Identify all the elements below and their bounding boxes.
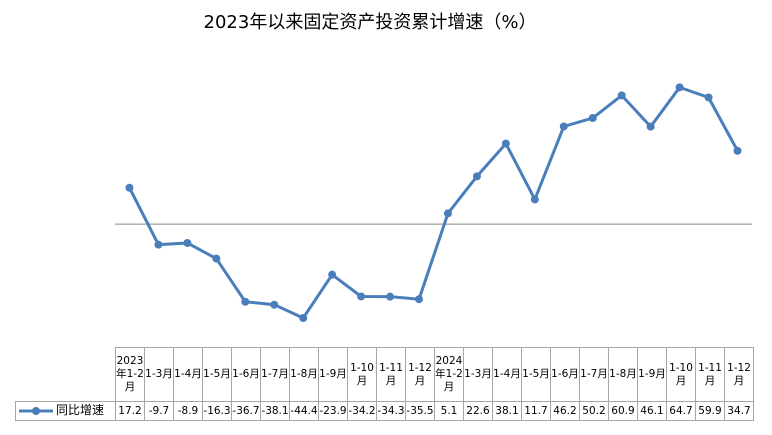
point (443, 209, 452, 218)
point (125, 183, 134, 192)
point (212, 254, 221, 263)
chart: 2023年以来固定资产投资累计增速（%） (115, 12, 752, 323)
category-label: 1-6月 (550, 347, 580, 402)
value-label: 38.1 (492, 401, 522, 421)
point (530, 195, 539, 204)
value-label: 46.2 (550, 401, 580, 421)
chart-title: 2023年以来固定资产投资累计增速（%） (204, 12, 537, 33)
category-label: 1-9月 (318, 347, 348, 402)
point (617, 91, 626, 100)
point (183, 238, 192, 247)
category-label: 1-10月 (347, 347, 377, 402)
value-label: -16.3 (202, 401, 232, 421)
point (646, 122, 655, 131)
value-label: -35.5 (405, 401, 435, 421)
point (733, 146, 742, 155)
category-label: 2024年1-2月 (434, 347, 464, 402)
point (270, 300, 279, 309)
point (472, 172, 481, 181)
value-label: -23.9 (318, 401, 348, 421)
category-label: 1-5月 (521, 347, 551, 402)
series-line (128, 85, 739, 320)
value-label: -34.2 (347, 401, 377, 421)
value-label: 11.7 (521, 401, 551, 421)
point (588, 114, 597, 123)
point (386, 292, 395, 301)
value-label: -8.9 (173, 401, 203, 421)
value-label: 50.2 (579, 401, 609, 421)
data-table: 2023年1-2月 1-3月 1-4月 1-5月 1-6月 1-7月 1-8月 1-9月 1-1… (15, 347, 754, 421)
value-label: 60.9 (608, 401, 638, 421)
category-label: 1-3月 (463, 347, 493, 402)
category-label: 1-5月 (202, 347, 232, 402)
value-label: -9.7 (144, 401, 174, 421)
point (675, 83, 684, 92)
category-label: 1-8月 (608, 347, 638, 402)
value-row: 同比增速 17.2 -9.7 -8.9 -16.3 -36.7 -38.1 -44.4 -23.… (15, 401, 754, 421)
point (357, 292, 366, 301)
point (501, 139, 510, 148)
category-label: 1-3月 (144, 347, 174, 402)
category-label: 1-7月 (260, 347, 290, 402)
value-label: 64.7 (666, 401, 696, 421)
legend: 同比增速 (15, 401, 116, 421)
point (328, 270, 337, 279)
value-label: -34.3 (376, 401, 406, 421)
category-label: 1-8月 (289, 347, 319, 402)
legend-label: 同比增速 (56, 403, 105, 418)
category-label: 1-12月 (405, 347, 435, 402)
value-label: 46.1 (637, 401, 667, 421)
category-label: 1-10月 (666, 347, 696, 402)
point (154, 240, 163, 249)
category-label: 1-7月 (579, 347, 609, 402)
category-label: 1-6月 (231, 347, 261, 402)
value-label: -36.7 (231, 401, 261, 421)
point (415, 295, 424, 304)
value-label: 5.1 (434, 401, 464, 421)
value-label: -44.4 (289, 401, 319, 421)
point (704, 93, 713, 102)
category-label: 1-4月 (492, 347, 522, 402)
category-label: 1-11月 (376, 347, 406, 402)
value-label: 34.7 (724, 401, 754, 421)
value-label: 59.9 (695, 401, 725, 421)
value-label: 22.6 (463, 401, 493, 421)
point (241, 297, 250, 306)
point (559, 122, 568, 131)
category-label: 1-12月 (724, 347, 754, 402)
header-row: 2023年1-2月 1-3月 1-4月 1-5月 1-6月 1-7月 1-8月 1-9月 1-1… (15, 347, 754, 402)
point (299, 314, 308, 323)
value-label: 17.2 (115, 401, 145, 421)
legend-swatch (19, 406, 53, 415)
corner (15, 347, 116, 402)
category-label: 2023年1-2月 (115, 347, 145, 402)
value-label: -38.1 (260, 401, 290, 421)
category-label: 1-4月 (173, 347, 203, 402)
category-label: 1-11月 (695, 347, 725, 402)
category-label: 1-9月 (637, 347, 667, 402)
